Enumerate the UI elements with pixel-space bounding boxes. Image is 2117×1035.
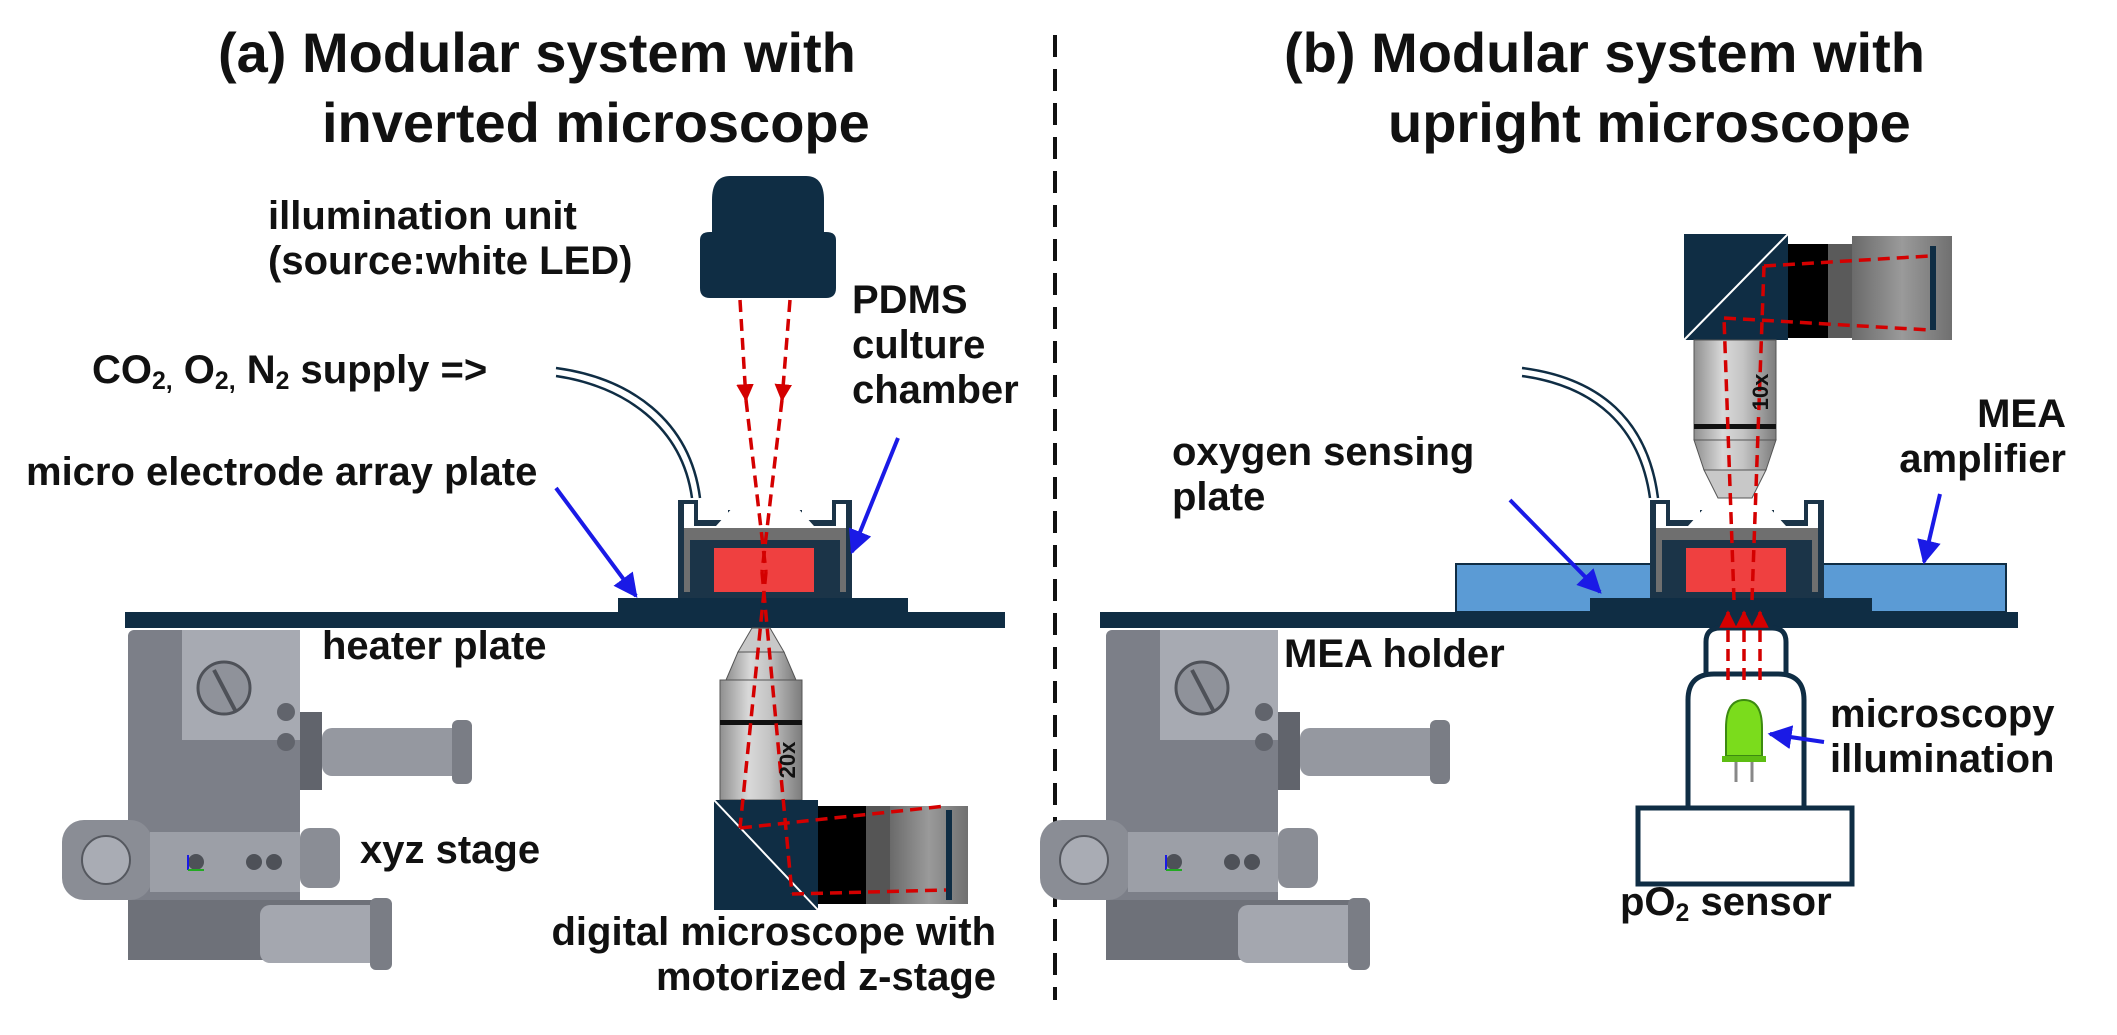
- heater-plate: [125, 612, 1005, 628]
- oxygen-sensing-plate: [1590, 598, 1872, 612]
- digital-label-line2: motorized z-stage: [655, 954, 996, 999]
- gas-o-sub: 2,: [214, 368, 236, 396]
- gas-o: O: [172, 348, 215, 392]
- panel-a-title: (a) Modular system with inverted microsc…: [218, 18, 870, 158]
- xyz-stage-label: xyz stage: [360, 828, 541, 872]
- oxygen-label-line1: oxygen sensing: [1172, 430, 1475, 474]
- illumination-label-line2: (source:white LED): [268, 238, 633, 283]
- panel-b-title: (b) Modular system with upright microsco…: [1284, 18, 1925, 158]
- digital-microscope-camera: [713, 799, 968, 911]
- illum-label-line2: illumination: [1830, 736, 2055, 781]
- po2-sub: 2: [1675, 900, 1690, 928]
- heater-plate-label: heater plate: [322, 624, 547, 668]
- blue-arrows-b: [1508, 493, 1942, 750]
- mea-amplifier-label: MEA amplifier: [1830, 392, 2066, 482]
- mea-amp-line2: amplifier: [1899, 436, 2066, 481]
- gas-supply-tube: [555, 366, 702, 499]
- panel-a-title-line1: (a) Modular system with: [218, 21, 856, 84]
- mea-plate-label: micro electrode array plate: [26, 450, 538, 494]
- illum-label-line1: microscopy: [1830, 692, 2055, 736]
- gas-rest: supply =>: [289, 348, 488, 392]
- pdms-label-line3: chamber: [852, 367, 1019, 412]
- objective-mag-b: 10x: [1748, 373, 1773, 410]
- microscopy-illumination-label: microscopy illumination: [1830, 692, 2055, 782]
- pdms-chamber-label: PDMS culture chamber: [852, 278, 1019, 412]
- light-path-a: [736, 299, 947, 896]
- oxygen-label-line2: plate: [1172, 474, 1266, 519]
- illumination-unit: [700, 176, 836, 298]
- po2-sensor-housing: [1635, 625, 1855, 887]
- panel-b-title-line1: (b) Modular system with: [1284, 21, 1925, 84]
- gas-n: N: [235, 348, 276, 392]
- po2-rest: sensor: [1689, 880, 1832, 924]
- gas-co: CO: [92, 348, 152, 392]
- objective-mag-a: 20x: [775, 741, 800, 778]
- digital-label-line1: digital microscope with: [551, 910, 996, 954]
- mea-amp-line1: MEA: [1977, 392, 2066, 436]
- illumination-label-line1: illumination unit: [268, 194, 577, 238]
- objective-20x: [719, 627, 803, 801]
- mea-holder-label: MEA holder: [1284, 632, 1505, 676]
- po2-sensor-label: pO2 sensor: [1620, 880, 1832, 928]
- panel-b-title-line2: upright microscope: [1388, 91, 1911, 154]
- pdms-label-line1: PDMS: [852, 278, 968, 322]
- po2-p: pO: [1620, 880, 1676, 924]
- gas-tube-b: [1521, 366, 1660, 499]
- blue-arrows-a: [554, 437, 900, 598]
- gas-supply-label: CO2, O2, N2 supply =>: [92, 348, 488, 396]
- mea-plate: [618, 598, 908, 612]
- oxygen-sensing-label: oxygen sensing plate: [1172, 430, 1474, 520]
- culture-chamber-b: [1650, 500, 1824, 598]
- po2-sensor-base: [1635, 805, 1855, 887]
- digital-microscope-label: digital microscope with motorized z-stag…: [470, 910, 996, 1000]
- stage-plate-b: [1100, 612, 2018, 628]
- light-path-b: [1719, 254, 1931, 680]
- illumination-unit-label: illumination unit (source:white LED): [268, 194, 632, 284]
- gas-n-sub: 2: [275, 368, 290, 396]
- panel-a-title-line2: inverted microscope: [322, 91, 870, 154]
- xyz-stage-b: [1040, 630, 1450, 970]
- gas-co-sub: 2,: [152, 368, 173, 396]
- pdms-label-line2: culture: [852, 322, 986, 367]
- led-icon: [1722, 698, 1766, 782]
- xyz-stage-a: [62, 630, 472, 970]
- objective-10x: [1693, 339, 1777, 499]
